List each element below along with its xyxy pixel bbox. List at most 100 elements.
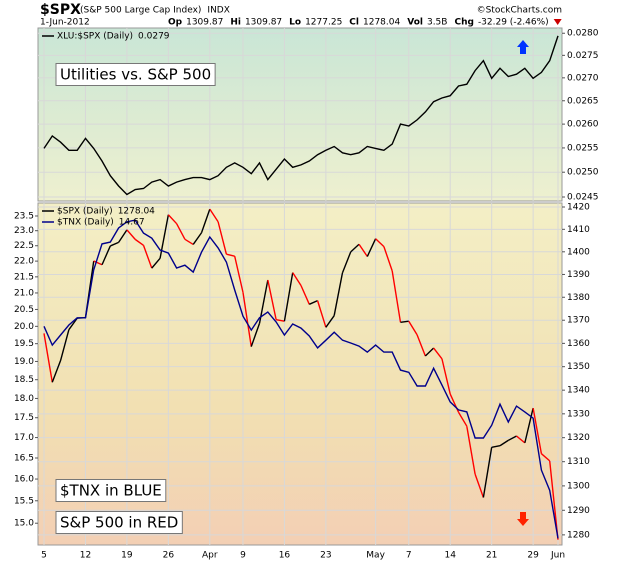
right-tick-label: 0.0260 xyxy=(567,120,599,130)
right-tick-label: 1330 xyxy=(567,409,590,419)
quote-label: Chg xyxy=(454,18,473,28)
annotation-box xyxy=(55,479,167,502)
x-tick-label: 19 xyxy=(121,551,133,561)
left-tick-label: 21.0 xyxy=(14,288,34,298)
line-segment xyxy=(200,208,211,233)
annotation: S&P 500 in RED xyxy=(60,514,178,532)
x-tick-label: May xyxy=(366,551,385,561)
line-segment xyxy=(167,214,178,225)
quote-label: Cl xyxy=(349,18,359,28)
description: (S&P 500 Large Cap Index) xyxy=(80,6,201,16)
annotation-box xyxy=(55,63,216,86)
x-tick-label: 23 xyxy=(320,551,331,561)
legend-value: 0.0279 xyxy=(138,32,170,42)
quote-label: Vol xyxy=(407,18,423,28)
line-segment xyxy=(309,299,318,305)
right-tick-label: 0.0270 xyxy=(567,73,599,83)
left-tick-label: 20.0 xyxy=(14,322,34,332)
left-tick-label: 22.0 xyxy=(14,257,34,267)
left-tick-label: 20.5 xyxy=(14,305,34,315)
right-tick-label: 0.0255 xyxy=(567,143,599,153)
line-segment xyxy=(391,270,402,323)
annotation-box xyxy=(55,511,183,534)
line-segment xyxy=(491,445,501,448)
line-segment xyxy=(134,238,144,246)
left-tick-label: 22.5 xyxy=(14,241,34,251)
x-tick-label: Apr xyxy=(202,551,218,561)
right-tick-label: 0.0265 xyxy=(567,96,599,106)
line-segment xyxy=(516,435,526,444)
line-segment xyxy=(482,447,493,498)
right-tick-label: 1350 xyxy=(567,362,590,372)
left-tick-label: 17.5 xyxy=(14,413,34,423)
panel-background xyxy=(37,27,563,202)
right-tick-label: 1340 xyxy=(567,386,590,396)
right-tick-label: 1280 xyxy=(567,530,590,540)
line-segment xyxy=(59,329,70,361)
credit: ©StockCharts.com xyxy=(477,6,562,16)
line xyxy=(43,219,559,539)
quote-value: 1277.25 xyxy=(305,18,342,28)
annotation: Utilities vs. S&P 500 xyxy=(60,66,211,84)
line-segment xyxy=(110,241,119,247)
line-segment xyxy=(433,347,443,360)
line-segment xyxy=(333,272,344,316)
x-tick-label: 16 xyxy=(279,551,291,561)
line-segment xyxy=(226,253,235,257)
line-segment xyxy=(400,320,409,323)
quote-label: Hi xyxy=(230,18,241,28)
left-tick-label: 19.0 xyxy=(14,357,34,367)
line-segment xyxy=(474,473,485,498)
line-segment xyxy=(350,243,360,253)
line-segment xyxy=(142,245,153,269)
legend-value: 14.67 xyxy=(119,218,145,228)
line-segment xyxy=(524,407,534,444)
line-segment xyxy=(233,255,244,293)
change-triangle xyxy=(553,19,562,25)
x-tick-label: 12 xyxy=(80,551,91,561)
right-tick-label: 1410 xyxy=(567,225,590,235)
line-segment xyxy=(68,317,78,331)
line-segment xyxy=(217,221,228,255)
right-tick-label: 1360 xyxy=(567,339,590,349)
symbol: $SPX xyxy=(40,2,81,18)
line-segment xyxy=(408,320,418,336)
line-segment xyxy=(176,223,186,240)
right-tick-label: 0.0245 xyxy=(567,192,599,202)
line-segment xyxy=(192,232,203,245)
legend-value: 1278.04 xyxy=(118,207,155,217)
right-tick-label: 1370 xyxy=(567,316,590,326)
down-arrow xyxy=(517,512,529,526)
line-segment xyxy=(540,453,551,462)
legend-name: $SPX (Daily) xyxy=(57,207,113,217)
quote-value: 1278.04 xyxy=(363,18,400,28)
overlay xyxy=(517,40,529,526)
line-segment xyxy=(126,229,136,240)
right-tick-label: 1290 xyxy=(567,506,590,516)
line-segment xyxy=(441,358,451,395)
x-tick-label: 21 xyxy=(486,551,497,561)
line-segment xyxy=(424,347,435,357)
up-arrow xyxy=(517,40,529,54)
right-tick-label: 1380 xyxy=(567,293,590,303)
x-tick-label: Jun xyxy=(550,551,565,561)
x-tick-label: 29 xyxy=(527,551,539,561)
left-tick-label: 18.0 xyxy=(14,394,34,404)
line-segment xyxy=(325,315,335,328)
line-segment xyxy=(416,334,427,357)
exchange: INDX xyxy=(207,6,229,16)
line-segment xyxy=(466,426,476,475)
right-tick-label: 1400 xyxy=(567,247,590,257)
right-tick-label: 1320 xyxy=(567,433,590,443)
annotation: $TNX in BLUE xyxy=(60,482,162,500)
date: 1-Jun-2012 xyxy=(40,18,90,28)
right-tick-label: 1420 xyxy=(567,203,590,213)
left-tick-label: 21.5 xyxy=(14,272,34,282)
line-segment xyxy=(43,333,53,383)
x-tick-label: 26 xyxy=(163,551,175,561)
line-segment xyxy=(499,439,509,447)
line-segment xyxy=(275,318,285,322)
quote-label: Op xyxy=(168,18,183,28)
